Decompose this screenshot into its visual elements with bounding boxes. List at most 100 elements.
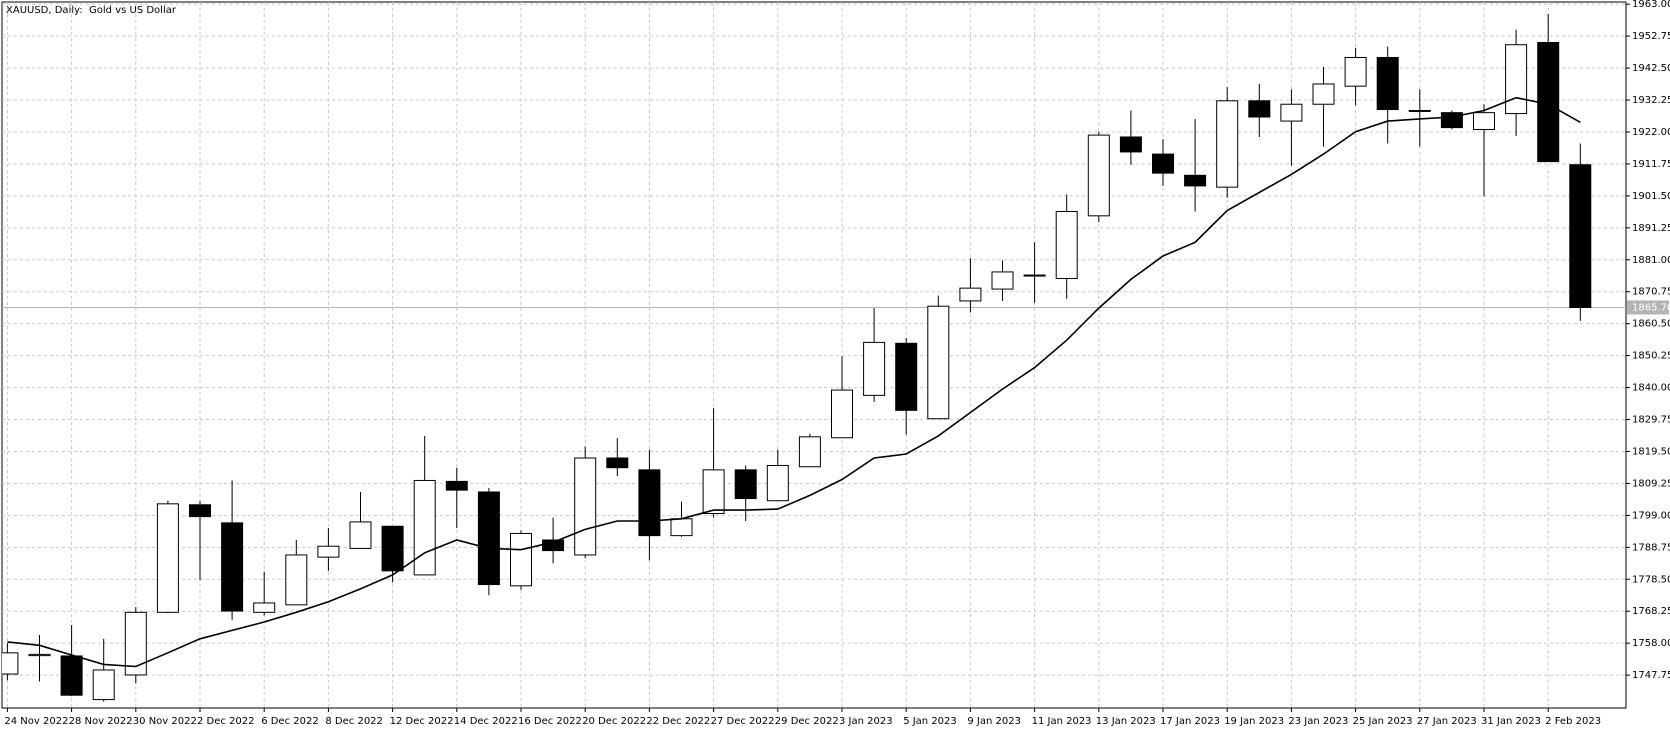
x-tick-label: 16 Dec 2022 [518, 716, 582, 727]
candle-body [221, 522, 244, 612]
x-tick-label: 17 Jan 2023 [1160, 716, 1220, 727]
candle-body [863, 341, 886, 396]
axes: 1963.00 1952.75 1942.50 1932.25 1922.00 1911.… [4, 0, 1670, 727]
y-tick-label: 1819.50 [1632, 446, 1670, 457]
x-tick-label: 13 Jan 2023 [1096, 716, 1156, 727]
y-tick-label: 1768.25 [1632, 606, 1670, 617]
x-tick-label: 5 Jan 2023 [903, 716, 957, 727]
candle-body [1087, 134, 1110, 217]
price-label: 1865.70 [1632, 302, 1670, 313]
candle-body [574, 457, 597, 556]
x-tick-label: 29 Dec 2022 [775, 716, 839, 727]
candle-body [1408, 109, 1431, 112]
candle-body [798, 436, 821, 468]
candle-body [1505, 44, 1528, 115]
plot-area [2, 13, 1626, 702]
y-tick-label: 1963.00 [1632, 0, 1670, 10]
candle-body [1184, 174, 1207, 187]
y-tick-label: 1891.25 [1632, 223, 1670, 234]
candle-body [285, 554, 308, 606]
x-tick-label: 28 Nov 2022 [69, 716, 133, 727]
y-tick-label: 1952.75 [1632, 31, 1670, 42]
y-tick-label: 1799.00 [1632, 510, 1670, 521]
candle-body [1216, 100, 1239, 188]
candle-body [1152, 153, 1174, 174]
candle-body [445, 480, 468, 491]
candle-body [831, 389, 853, 439]
x-tick-label: 22 Dec 2022 [646, 716, 710, 727]
candle-body [959, 287, 982, 302]
candle-body [2, 652, 19, 675]
x-tick-label: 20 Dec 2022 [582, 716, 646, 727]
x-tick-label: 27 Dec 2022 [711, 716, 775, 727]
y-tick-label: 1850.25 [1632, 351, 1670, 362]
candle-body [124, 611, 147, 676]
candle-body [1119, 136, 1142, 153]
candle-body [92, 669, 115, 701]
x-tick-label: 12 Dec 2022 [390, 716, 454, 727]
y-tick-label: 1747.75 [1632, 670, 1670, 681]
candle-body [381, 525, 404, 572]
y-tick-label: 1840.00 [1632, 383, 1670, 394]
y-tick-label: 1881.00 [1632, 255, 1670, 266]
y-tick-label: 1901.50 [1632, 191, 1670, 202]
candle-body [638, 469, 661, 537]
y-tick-label: 1932.25 [1632, 95, 1670, 106]
price-label-box [1627, 300, 1669, 315]
candle-body [60, 655, 83, 696]
x-tick-label: 9 Jan 2023 [967, 716, 1021, 727]
candle-body [991, 271, 1014, 290]
x-tick-label: 11 Jan 2023 [1032, 716, 1092, 727]
grid [2, 2, 1626, 708]
candle-body [413, 479, 436, 576]
y-tick-label: 1778.50 [1632, 574, 1670, 585]
candle-body [1376, 56, 1399, 111]
candle-body [253, 602, 276, 613]
candle-body [1055, 210, 1078, 279]
candle-body [734, 469, 757, 500]
candle-body [477, 491, 500, 586]
candle-body [895, 342, 918, 411]
y-tick-label: 1942.50 [1632, 63, 1670, 74]
candle-body [1473, 112, 1495, 130]
x-tick-label: 25 Jan 2023 [1353, 716, 1413, 727]
y-tick-label: 1829.75 [1632, 415, 1670, 426]
candle-body [927, 305, 950, 420]
y-tick-label: 1870.75 [1632, 287, 1670, 298]
x-tick-label: 19 Jan 2023 [1224, 716, 1284, 727]
y-tick-label: 1758.00 [1632, 638, 1670, 649]
candle-body [670, 518, 693, 537]
x-tick-label: 31 Jan 2023 [1481, 716, 1541, 727]
candle-body [1023, 274, 1046, 277]
moving-average-line [7, 96, 1581, 668]
candle-body [189, 504, 211, 518]
x-tick-label: 2 Feb 2023 [1545, 716, 1601, 727]
candle-body [28, 653, 51, 657]
candle-body [702, 469, 725, 514]
x-tick-label: 8 Dec 2022 [325, 716, 383, 727]
candle-body [1312, 83, 1335, 105]
y-tick-label: 1911.75 [1632, 159, 1670, 170]
candle-body [1248, 100, 1271, 118]
x-tick-label: 6 Dec 2022 [261, 716, 319, 727]
x-tick-label: 27 Jan 2023 [1417, 716, 1477, 727]
x-tick-label: 3 Jan 2023 [839, 716, 893, 727]
candle-body [766, 464, 789, 502]
chart-title: XAUUSD, Daily: Gold vs US Dollar [6, 5, 177, 16]
y-tick-label: 1809.25 [1632, 478, 1670, 489]
x-tick-label: 23 Jan 2023 [1288, 716, 1348, 727]
y-tick-label: 1860.50 [1632, 319, 1670, 330]
candle-body [1280, 103, 1303, 122]
candle-body [349, 521, 372, 549]
candle-body [1344, 56, 1367, 87]
x-tick-label: 2 Dec 2022 [197, 716, 255, 727]
candle-body [606, 457, 629, 469]
y-tick-label: 1922.00 [1632, 127, 1670, 138]
candle-body [317, 545, 340, 558]
candle-body [156, 503, 179, 613]
candle-body [510, 532, 532, 587]
x-tick-label: 30 Nov 2022 [133, 716, 197, 727]
y-tick-label: 1788.75 [1632, 542, 1670, 553]
x-tick-label: 14 Dec 2022 [454, 716, 518, 727]
